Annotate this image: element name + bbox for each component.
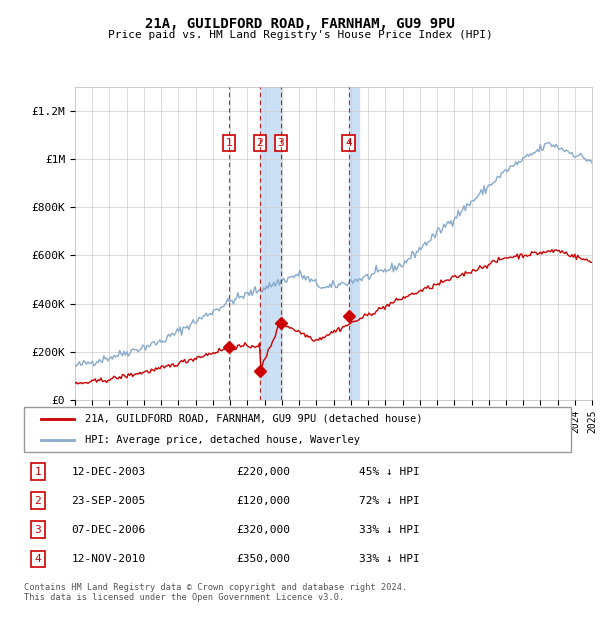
Text: 2: 2 xyxy=(257,138,263,148)
Bar xyxy=(260,87,281,400)
FancyBboxPatch shape xyxy=(24,407,571,451)
Text: £320,000: £320,000 xyxy=(236,525,290,535)
Text: 2: 2 xyxy=(35,495,41,506)
Text: Contains HM Land Registry data © Crown copyright and database right 2024.
This d: Contains HM Land Registry data © Crown c… xyxy=(24,583,407,602)
Text: 07-DEC-2006: 07-DEC-2006 xyxy=(71,525,146,535)
Text: 4: 4 xyxy=(345,138,352,148)
Text: 33% ↓ HPI: 33% ↓ HPI xyxy=(359,554,419,564)
Bar xyxy=(349,87,359,400)
Text: 1: 1 xyxy=(226,138,233,148)
Text: £220,000: £220,000 xyxy=(236,466,290,477)
Text: 4: 4 xyxy=(35,554,41,564)
Text: 72% ↓ HPI: 72% ↓ HPI xyxy=(359,495,419,506)
Text: HPI: Average price, detached house, Waverley: HPI: Average price, detached house, Wave… xyxy=(85,435,361,445)
Text: 12-DEC-2003: 12-DEC-2003 xyxy=(71,466,146,477)
Text: £120,000: £120,000 xyxy=(236,495,290,506)
Text: 12-NOV-2010: 12-NOV-2010 xyxy=(71,554,146,564)
Text: 45% ↓ HPI: 45% ↓ HPI xyxy=(359,466,419,477)
Text: 3: 3 xyxy=(277,138,284,148)
Text: 21A, GUILDFORD ROAD, FARNHAM, GU9 9PU: 21A, GUILDFORD ROAD, FARNHAM, GU9 9PU xyxy=(145,17,455,32)
Text: £350,000: £350,000 xyxy=(236,554,290,564)
Text: 33% ↓ HPI: 33% ↓ HPI xyxy=(359,525,419,535)
Text: 3: 3 xyxy=(35,525,41,535)
Text: 21A, GUILDFORD ROAD, FARNHAM, GU9 9PU (detached house): 21A, GUILDFORD ROAD, FARNHAM, GU9 9PU (d… xyxy=(85,414,423,423)
Text: Price paid vs. HM Land Registry's House Price Index (HPI): Price paid vs. HM Land Registry's House … xyxy=(107,30,493,40)
Text: 1: 1 xyxy=(35,466,41,477)
Text: 23-SEP-2005: 23-SEP-2005 xyxy=(71,495,146,506)
